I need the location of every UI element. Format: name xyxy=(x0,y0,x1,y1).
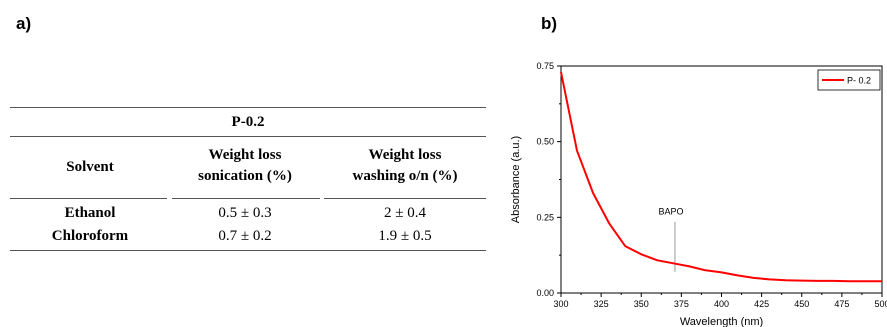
row-solvent: Ethanol xyxy=(64,205,116,221)
series-line xyxy=(560,71,882,283)
x-tick-label: 325 xyxy=(594,299,609,309)
x-tick-label: 425 xyxy=(754,299,769,309)
table-title: P-0.2 xyxy=(231,114,265,130)
y-tick-label: 0.00 xyxy=(536,288,554,298)
header-rule-washing xyxy=(324,198,486,199)
absorbance-chart: 300 325 350 375 400 425 450 475 500 0.00 0.25 0.50… xyxy=(506,50,887,327)
row-sonication: 0.5 ± 0.3 xyxy=(218,205,272,221)
legend: P- 0.2 xyxy=(817,69,881,91)
x-tick-label: 450 xyxy=(794,299,809,309)
x-tick-label: 375 xyxy=(674,299,689,309)
row-washing: 1.9 ± 0.5 xyxy=(378,228,432,244)
header-sonication-line1: Weight loss xyxy=(208,147,282,163)
panel-label-b: b) xyxy=(541,14,558,33)
header-washing-line1: Weight loss xyxy=(368,147,442,163)
legend-box xyxy=(817,69,881,91)
header-washing-line2: washing o/n (%) xyxy=(352,168,458,184)
y-axis-title: Absorbance (a.u.) xyxy=(510,136,522,223)
x-tick-label: 400 xyxy=(714,299,729,309)
table-title-rule xyxy=(10,136,486,137)
x-tick-label: 500 xyxy=(874,299,887,309)
table-bottom-rule xyxy=(10,250,486,251)
row-washing: 2 ± 0.4 xyxy=(384,205,426,221)
x-tick-label: 475 xyxy=(834,299,849,309)
row-solvent: Chloroform xyxy=(51,228,129,244)
y-tick-label: 0.75 xyxy=(536,61,554,71)
x-tick-label: 350 xyxy=(634,299,649,309)
plot-frame xyxy=(560,65,883,294)
header-solvent: Solvent xyxy=(66,159,114,175)
header-sonication-line2: sonication (%) xyxy=(198,168,292,184)
header-rule-sonication xyxy=(172,198,320,199)
table-top-rule xyxy=(10,107,486,108)
x-axis: 300 325 350 375 400 425 450 475 500 xyxy=(553,293,887,309)
x-axis-title: Wavelength (nm) xyxy=(680,316,763,327)
header-rule-solvent xyxy=(10,198,167,199)
weight-loss-table: P-0.2 Solvent Weight loss sonication (%)… xyxy=(10,107,486,251)
annotation-label: BAPO xyxy=(658,206,683,216)
x-tick-label: 300 xyxy=(553,299,568,309)
chart-svg: 300 325 350 375 400 425 450 475 500 0.00 0.25 0.50… xyxy=(510,61,887,327)
series-group xyxy=(560,71,882,283)
y-tick-label: 0.50 xyxy=(536,137,554,147)
y-tick-label: 0.25 xyxy=(536,212,554,222)
row-sonication: 0.7 ± 0.2 xyxy=(218,228,272,244)
y-axis: 0.00 0.25 0.50 0.75 xyxy=(536,61,561,298)
legend-label: P- 0.2 xyxy=(847,76,871,86)
panel-label-a: a) xyxy=(16,14,32,33)
